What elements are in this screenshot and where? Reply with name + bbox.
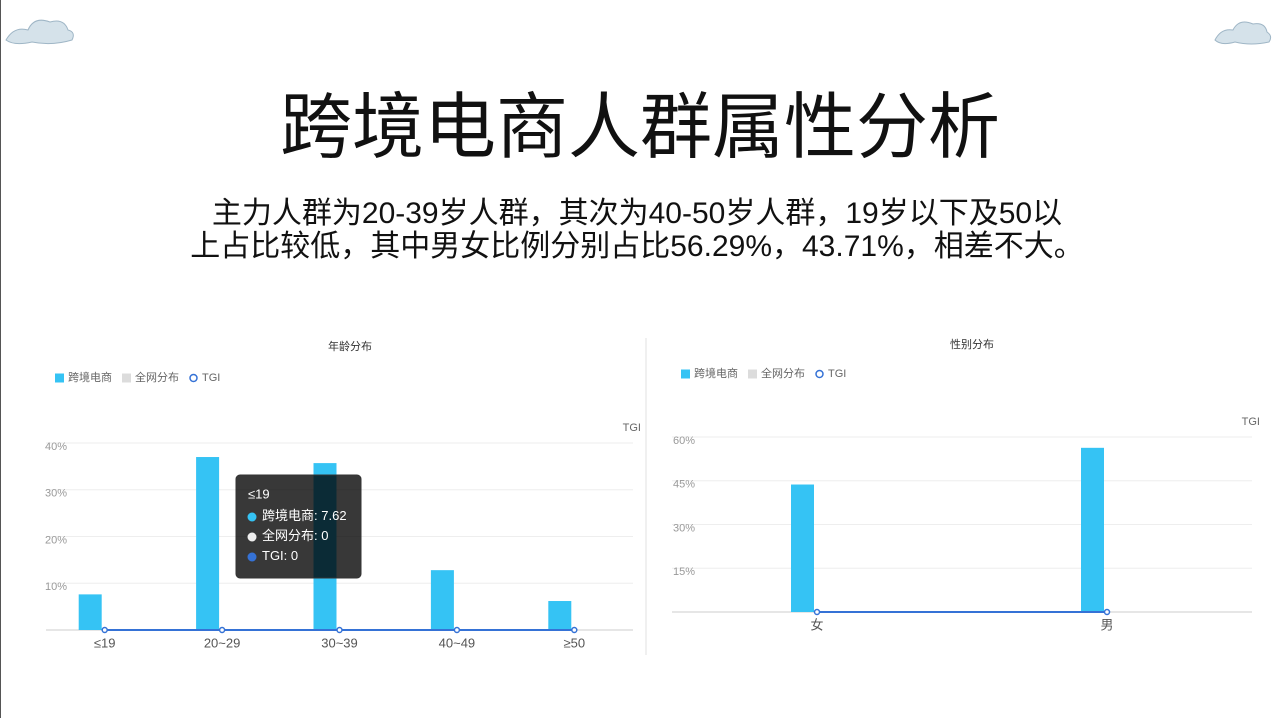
tooltip-dot [247,552,257,562]
bar [196,457,220,630]
tooltip-series: 跨境电商 [262,508,314,523]
tooltip-title: ≤19 [248,486,270,501]
tooltip-value: 0 [321,528,328,543]
bar [548,601,572,630]
tooltip-dot [247,512,257,522]
x-tick-label: 女 [810,617,823,632]
tooltip-box [235,474,362,579]
y2-axis-label: TGI [1242,416,1260,428]
chart-title: 性别分布 [950,337,994,351]
tooltip-value: 0 [291,548,298,563]
line-point [453,626,461,634]
legend-label: 跨境电商 [68,370,112,384]
line-point [336,626,343,634]
chart-title: 年龄分布 [328,339,372,353]
legend-label: 跨境电商 [694,366,738,380]
legend-marker [815,369,824,379]
subtitle-line: 主力人群为20-39岁人群，其次为40-50岁人群，19岁以下及50以 [212,197,1062,230]
tooltip-value: 7.62 [321,508,346,523]
y-tick-label: 10% [45,581,67,593]
line-point [813,608,821,616]
bar [1081,447,1104,612]
y-tick-label: 30% [45,488,67,500]
y-tick-label: 15% [673,566,695,578]
tooltip-series: 全网分布 [262,528,314,543]
x-tick-label: 20~29 [204,635,241,650]
line-point [101,626,108,634]
legend-label: TGI [828,368,846,380]
separator: : [314,528,321,543]
legend-marker [748,369,757,379]
tooltip-text: TGI: 0 [262,548,298,563]
x-tick-label: ≥50 [563,635,585,650]
tooltip-text: 跨境电商: 7.62 [262,508,347,523]
cloud-right [1214,21,1272,45]
legend-marker [681,369,690,379]
y2-axis-label: TGI [623,422,641,434]
bar [430,570,454,630]
line-point [218,626,226,634]
slide-title: 跨境电商人群属性分析 [280,88,1000,168]
subtitle-line: 上占比较低，其中男女比例分别占比56.29%，43.71%，相差不大。 [190,230,1084,263]
y-tick-label: 45% [673,479,695,491]
legend-marker [122,373,131,383]
separator: : [314,508,321,523]
line-point [1103,608,1111,616]
x-tick-label: ≤19 [94,635,116,650]
legend-marker [55,373,64,383]
tooltip-text: 全网分布: 0 [262,528,328,543]
y-tick-label: 30% [673,522,695,534]
separator: : [284,548,291,563]
bar [78,594,102,630]
legend-label: TGI [202,372,220,384]
legend-label: 全网分布 [761,366,805,380]
legend-marker [189,373,198,383]
y-tick-label: 20% [45,534,67,546]
legend-label: 全网分布 [135,370,179,384]
x-tick-label: 40~49 [439,635,476,650]
x-tick-label: 男 [1100,617,1113,632]
bar [791,484,814,612]
cloud-left [5,19,74,45]
y-tick-label: 40% [45,441,67,453]
line-point [571,626,578,634]
tooltip-series: TGI [262,548,284,563]
y-tick-label: 60% [673,435,695,447]
tooltip-dot [247,532,257,542]
x-tick-label: 30~39 [321,635,358,650]
